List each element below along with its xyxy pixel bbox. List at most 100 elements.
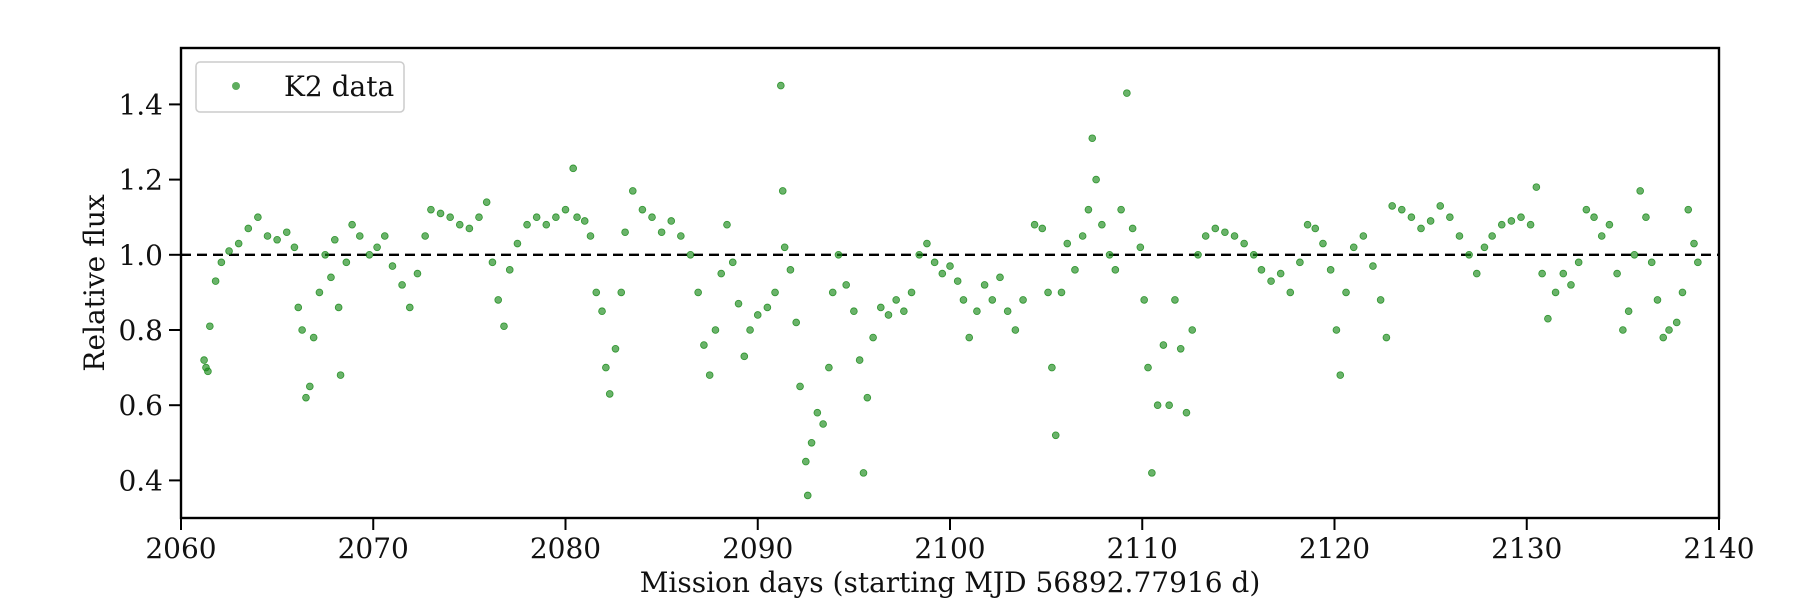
data-point (1642, 213, 1650, 222)
data-point (206, 322, 214, 331)
data-point (628, 187, 637, 195)
x-tick-label: 2070 (338, 532, 409, 565)
y-tick-label: 0.4 (118, 464, 163, 497)
data-point (1303, 220, 1312, 229)
data-point (1336, 371, 1345, 379)
data-point (405, 303, 414, 312)
data-point (763, 303, 772, 312)
data-point (796, 382, 804, 391)
data-point (819, 420, 827, 428)
data-point (1678, 288, 1687, 297)
y-tick-label: 1.4 (118, 88, 163, 121)
data-point (355, 232, 364, 240)
y-axis-label: Relative flux (78, 194, 111, 372)
data-point (1311, 224, 1320, 233)
data-point (923, 239, 931, 248)
data-point (657, 228, 666, 237)
data-point (1003, 307, 1012, 316)
data-point (1426, 217, 1435, 225)
data-point (1044, 288, 1052, 297)
data-point (475, 213, 483, 222)
data-point (336, 371, 345, 379)
data-point (778, 187, 787, 195)
data-point (938, 269, 947, 278)
x-tick-label: 2090 (722, 532, 793, 565)
data-point (1092, 175, 1100, 184)
data-point (342, 258, 351, 267)
data-point (1221, 228, 1229, 237)
data-point (1605, 220, 1614, 229)
data-point (1111, 266, 1120, 274)
data-point (996, 273, 1004, 282)
data-point (561, 205, 570, 214)
data-point (482, 198, 491, 206)
data-point (1084, 205, 1093, 214)
data-point (677, 232, 685, 240)
data-point (884, 311, 893, 319)
data-point (1690, 239, 1698, 248)
legend-marker (232, 82, 240, 90)
data-point (803, 491, 812, 500)
data-point (1188, 326, 1197, 334)
data-point (234, 239, 243, 248)
data-point (859, 469, 868, 477)
data-point (306, 382, 314, 391)
data-point (740, 352, 749, 361)
data-point (298, 326, 306, 334)
data-point (1538, 269, 1546, 278)
data-point (828, 288, 837, 297)
data-point (413, 269, 422, 278)
data-point (1011, 326, 1020, 334)
data-point (573, 213, 581, 222)
data-point (1332, 326, 1341, 334)
data-point (700, 341, 708, 349)
data-point (1078, 232, 1087, 240)
data-point (1140, 296, 1148, 304)
data-point (1480, 243, 1489, 252)
data-point (1559, 269, 1568, 278)
data-point (1488, 232, 1496, 240)
data-point (734, 299, 743, 308)
y-tick-label: 0.6 (118, 389, 163, 422)
data-point (777, 81, 785, 90)
data-point (500, 322, 508, 331)
data-point (1472, 269, 1481, 278)
data-point (786, 266, 795, 274)
data-point (686, 251, 695, 259)
data-point (973, 307, 981, 316)
data-point (302, 393, 310, 402)
data-point (1342, 288, 1350, 297)
data-point (488, 258, 497, 267)
data-point (892, 296, 900, 304)
data-point (1446, 213, 1454, 222)
data-point (455, 220, 464, 229)
data-point (834, 251, 843, 259)
data-point (309, 333, 318, 342)
data-point (200, 356, 208, 364)
legend: K2 data (195, 61, 405, 113)
data-point (915, 251, 924, 259)
data-point (723, 220, 731, 229)
data-point (1455, 232, 1464, 240)
data-point (1051, 431, 1060, 440)
data-point (1159, 341, 1168, 349)
data-point (1417, 224, 1425, 233)
data-point (1544, 314, 1552, 323)
x-tick-label: 2130 (1491, 532, 1562, 565)
data-point (1359, 232, 1368, 240)
x-axis-label: Mission days (starting MJD 56892.77916 d… (640, 566, 1261, 599)
data-point (1659, 333, 1668, 342)
data-point (598, 307, 606, 316)
data-point (1182, 408, 1191, 417)
data-point (513, 239, 522, 248)
data-point (1117, 205, 1125, 214)
data-point (1567, 281, 1575, 289)
data-point (611, 344, 620, 353)
data-point (1319, 239, 1327, 248)
y-tick-label: 1.0 (118, 239, 163, 272)
data-point (876, 303, 885, 312)
data-point (617, 288, 626, 297)
data-point (334, 303, 343, 312)
data-point (802, 457, 810, 466)
data-point (1647, 258, 1656, 267)
